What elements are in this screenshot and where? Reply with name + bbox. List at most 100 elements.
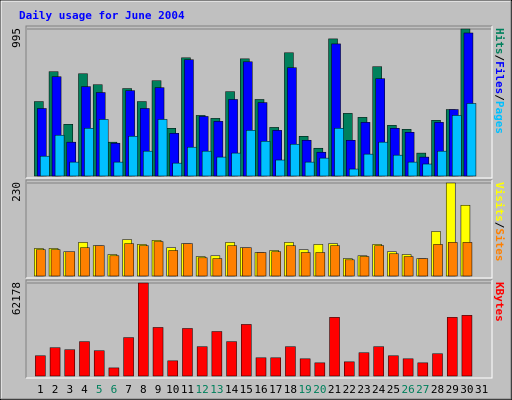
bar [389,253,399,277]
bar [451,115,462,177]
x-tick-label: 23 [357,383,370,396]
bar [432,353,443,377]
x-tick-label: 13 [210,383,223,396]
bar [388,355,399,377]
bar [422,163,433,177]
x-tick-label: 16 [254,383,267,396]
bar [378,141,388,177]
bar [196,346,208,377]
x-tick-label: 5 [96,383,103,396]
bar [402,358,414,377]
bar [373,346,384,377]
x-tick-label: 18 [284,383,297,396]
bar [329,317,340,377]
legend: Hits/Files/Pages [493,28,506,134]
bar [64,349,76,377]
bar [49,347,61,377]
bar [433,244,443,277]
bar [299,358,311,377]
y-tick-label: 995 [10,28,23,48]
bar [80,247,90,277]
bar [139,245,149,277]
bar [314,362,326,377]
bar [113,161,124,177]
legend-entry: Sites [493,228,506,261]
x-tick-label: 31 [475,383,488,396]
bar [216,156,227,177]
bar [84,128,94,177]
x-tick-label: 4 [81,383,88,396]
x-tick-label: 30 [460,383,473,396]
legend-separator: / [493,55,506,62]
bar [275,159,285,177]
bar [226,341,237,377]
bar [260,141,271,177]
bar [108,367,120,377]
bar [447,242,458,277]
x-tick-label: 12 [196,383,209,396]
bar [187,146,197,177]
x-tick-label: 11 [181,383,194,396]
x-tick-label: 9 [155,383,162,396]
bar [345,259,355,277]
x-tick-label: 1 [37,383,44,396]
bar [79,341,90,377]
bar [417,362,429,377]
bar [374,245,384,277]
bar [304,161,315,177]
bar [231,152,241,177]
bar [109,255,120,277]
bar [403,256,414,277]
x-tick-label: 3 [66,383,73,396]
bar [167,360,178,377]
bar [40,155,50,177]
bar [407,161,418,177]
bar [242,247,252,277]
y-tick-label: 62178 [10,282,23,315]
legend-separator: / [493,222,506,229]
bar [182,328,193,377]
bar [172,162,182,177]
bar [290,143,300,177]
x-tick-label: 20 [313,383,326,396]
bar [246,130,256,177]
bar [211,331,223,377]
legend-entry: KBytes [493,282,506,322]
x-tick-label: 25 [387,383,400,396]
bar [124,243,134,277]
bar [93,350,105,377]
bar [330,245,340,277]
bar [94,245,105,277]
bar [393,154,403,177]
bar [227,245,237,277]
x-tick-label: 6 [111,383,118,396]
bar [50,249,61,277]
bar [418,258,429,277]
bar [344,361,355,377]
bar [54,134,65,177]
x-tick-label: 2 [52,383,59,396]
plot-bevel [26,180,493,279]
bar [363,153,374,177]
legend-entry: Files [493,61,506,94]
bar [286,245,296,277]
bar [35,355,46,377]
plot-bevel [25,25,492,178]
bar [201,150,212,177]
bar [359,256,370,277]
bar [461,315,473,377]
legend-separator: / [493,94,506,101]
bar [255,357,267,377]
x-tick-label: 19 [299,383,312,396]
bar [123,337,134,377]
legend: Visits/Sites [493,182,506,262]
bar [183,243,193,277]
bar [270,357,281,377]
x-tick-label: 10 [166,383,179,396]
x-tick-label: 15 [240,383,253,396]
x-tick-label: 22 [343,383,356,396]
x-tick-label: 28 [431,383,444,396]
